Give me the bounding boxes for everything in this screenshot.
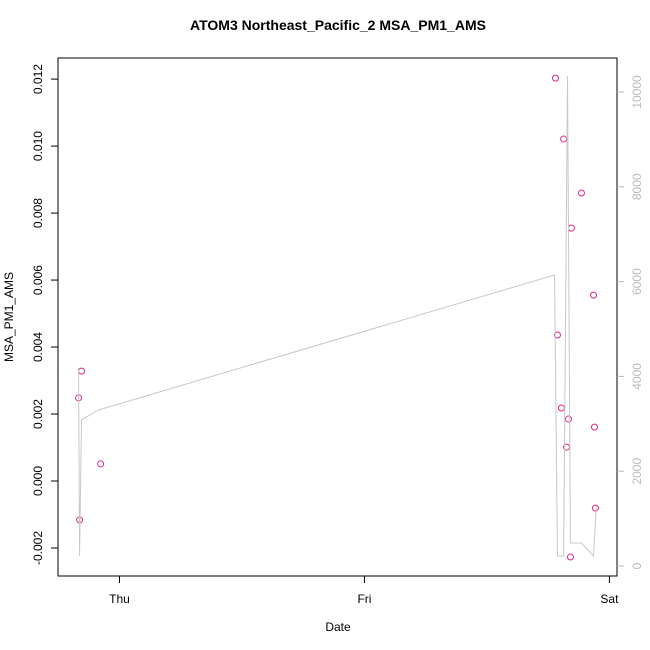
point (577, 189, 585, 197)
point (564, 415, 572, 423)
x-tick-label: Fri (357, 592, 371, 606)
y2-tick-label: 10000 (630, 75, 644, 109)
chart-title: ATOM3 Northeast_Pacific_2 MSA_PM1_AMS (190, 17, 486, 33)
y-tick-label: 0.000 (31, 466, 45, 496)
point (97, 460, 105, 468)
x-axis-label: Date (325, 620, 351, 634)
point (553, 331, 561, 339)
point (78, 367, 86, 375)
y-axis-label: MSA_PM1_AMS (2, 272, 16, 362)
y-tick-label: 0.006 (31, 265, 45, 295)
x-tick-label: Thu (109, 592, 130, 606)
y-tick-label: 0.012 (31, 64, 45, 94)
point (589, 291, 597, 299)
y-tick-label: 0.004 (31, 332, 45, 362)
line (78, 75, 597, 558)
y-tick-label: 0.010 (31, 131, 45, 161)
y2-tick-label: 0 (630, 562, 644, 569)
point (557, 404, 565, 412)
point (566, 553, 574, 561)
point (591, 504, 599, 512)
y-tick-label: 0.008 (31, 198, 45, 228)
y2-tick-label: 8000 (630, 173, 644, 200)
point (590, 423, 598, 431)
x-tick-label: Sat (600, 592, 619, 606)
point (560, 135, 568, 143)
point (552, 74, 560, 82)
y2-tick-label: 2000 (630, 458, 644, 485)
y-tick-label: 0.002 (31, 399, 45, 429)
y2-tick-label: 4000 (630, 363, 644, 390)
y-tick-label: -0.002 (31, 531, 45, 565)
plot-frame (57, 57, 618, 577)
y2-tick-label: 6000 (630, 268, 644, 295)
point (567, 224, 575, 232)
